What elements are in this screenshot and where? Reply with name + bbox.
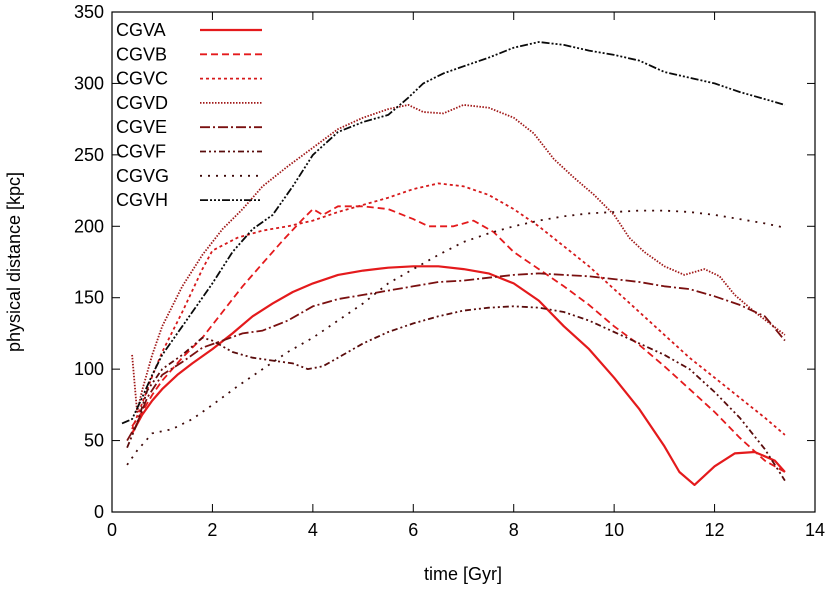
x-tick-label: 8: [509, 520, 519, 540]
series-line-cgvc: [131, 182, 786, 436]
y-tick-label: 250: [74, 145, 104, 165]
y-tick-label: 0: [94, 502, 104, 522]
series-line-cgva: [131, 265, 786, 486]
x-tick-label: 2: [207, 520, 217, 540]
ticks-layer: 0 2 4 6 8 10 12 14 0 50 100 150 200 250 300 350: [74, 2, 825, 540]
x-tick-label: 14: [805, 520, 825, 540]
y-tick-label: 200: [74, 216, 104, 236]
legend-label-cgvd: CGVD: [116, 93, 168, 113]
series-line-cgvb: [131, 205, 786, 473]
legend-label-cgva: CGVA: [116, 20, 166, 40]
legend-label-cgvh: CGVH: [116, 190, 168, 210]
legend-label-cgvb: CGVB: [116, 44, 167, 64]
y-tick-label: 100: [74, 359, 104, 379]
x-tick-label: 6: [408, 520, 418, 540]
series-line-cgvd: [131, 104, 786, 413]
y-tick-label: 150: [74, 288, 104, 308]
series-layer: [121, 41, 786, 486]
legend-label-cgvf: CGVF: [116, 142, 166, 162]
x-tick-label: 0: [107, 520, 117, 540]
x-tick-label: 10: [604, 520, 624, 540]
x-tick-label: 4: [308, 520, 318, 540]
plot-frame: [111, 11, 816, 513]
y-axis-label: physical distance [kpc]: [4, 172, 24, 352]
x-tick-label: 12: [705, 520, 725, 540]
series-line-cgvf: [126, 305, 786, 482]
y-tick-label: 300: [74, 73, 104, 93]
legend: CGVA CGVB CGVC CGVD CGVE CGVF CGVG CGVH: [116, 20, 262, 210]
legend-label-cgvg: CGVG: [116, 166, 169, 186]
series-line-cgvh: [121, 41, 786, 425]
y-tick-label: 50: [84, 431, 104, 451]
series-line-cgve: [126, 272, 786, 442]
x-axis-label: time [Gyr]: [424, 564, 502, 584]
y-tick-label: 350: [74, 2, 104, 22]
legend-label-cgvc: CGVC: [116, 69, 168, 89]
legend-label-cgve: CGVE: [116, 117, 167, 137]
